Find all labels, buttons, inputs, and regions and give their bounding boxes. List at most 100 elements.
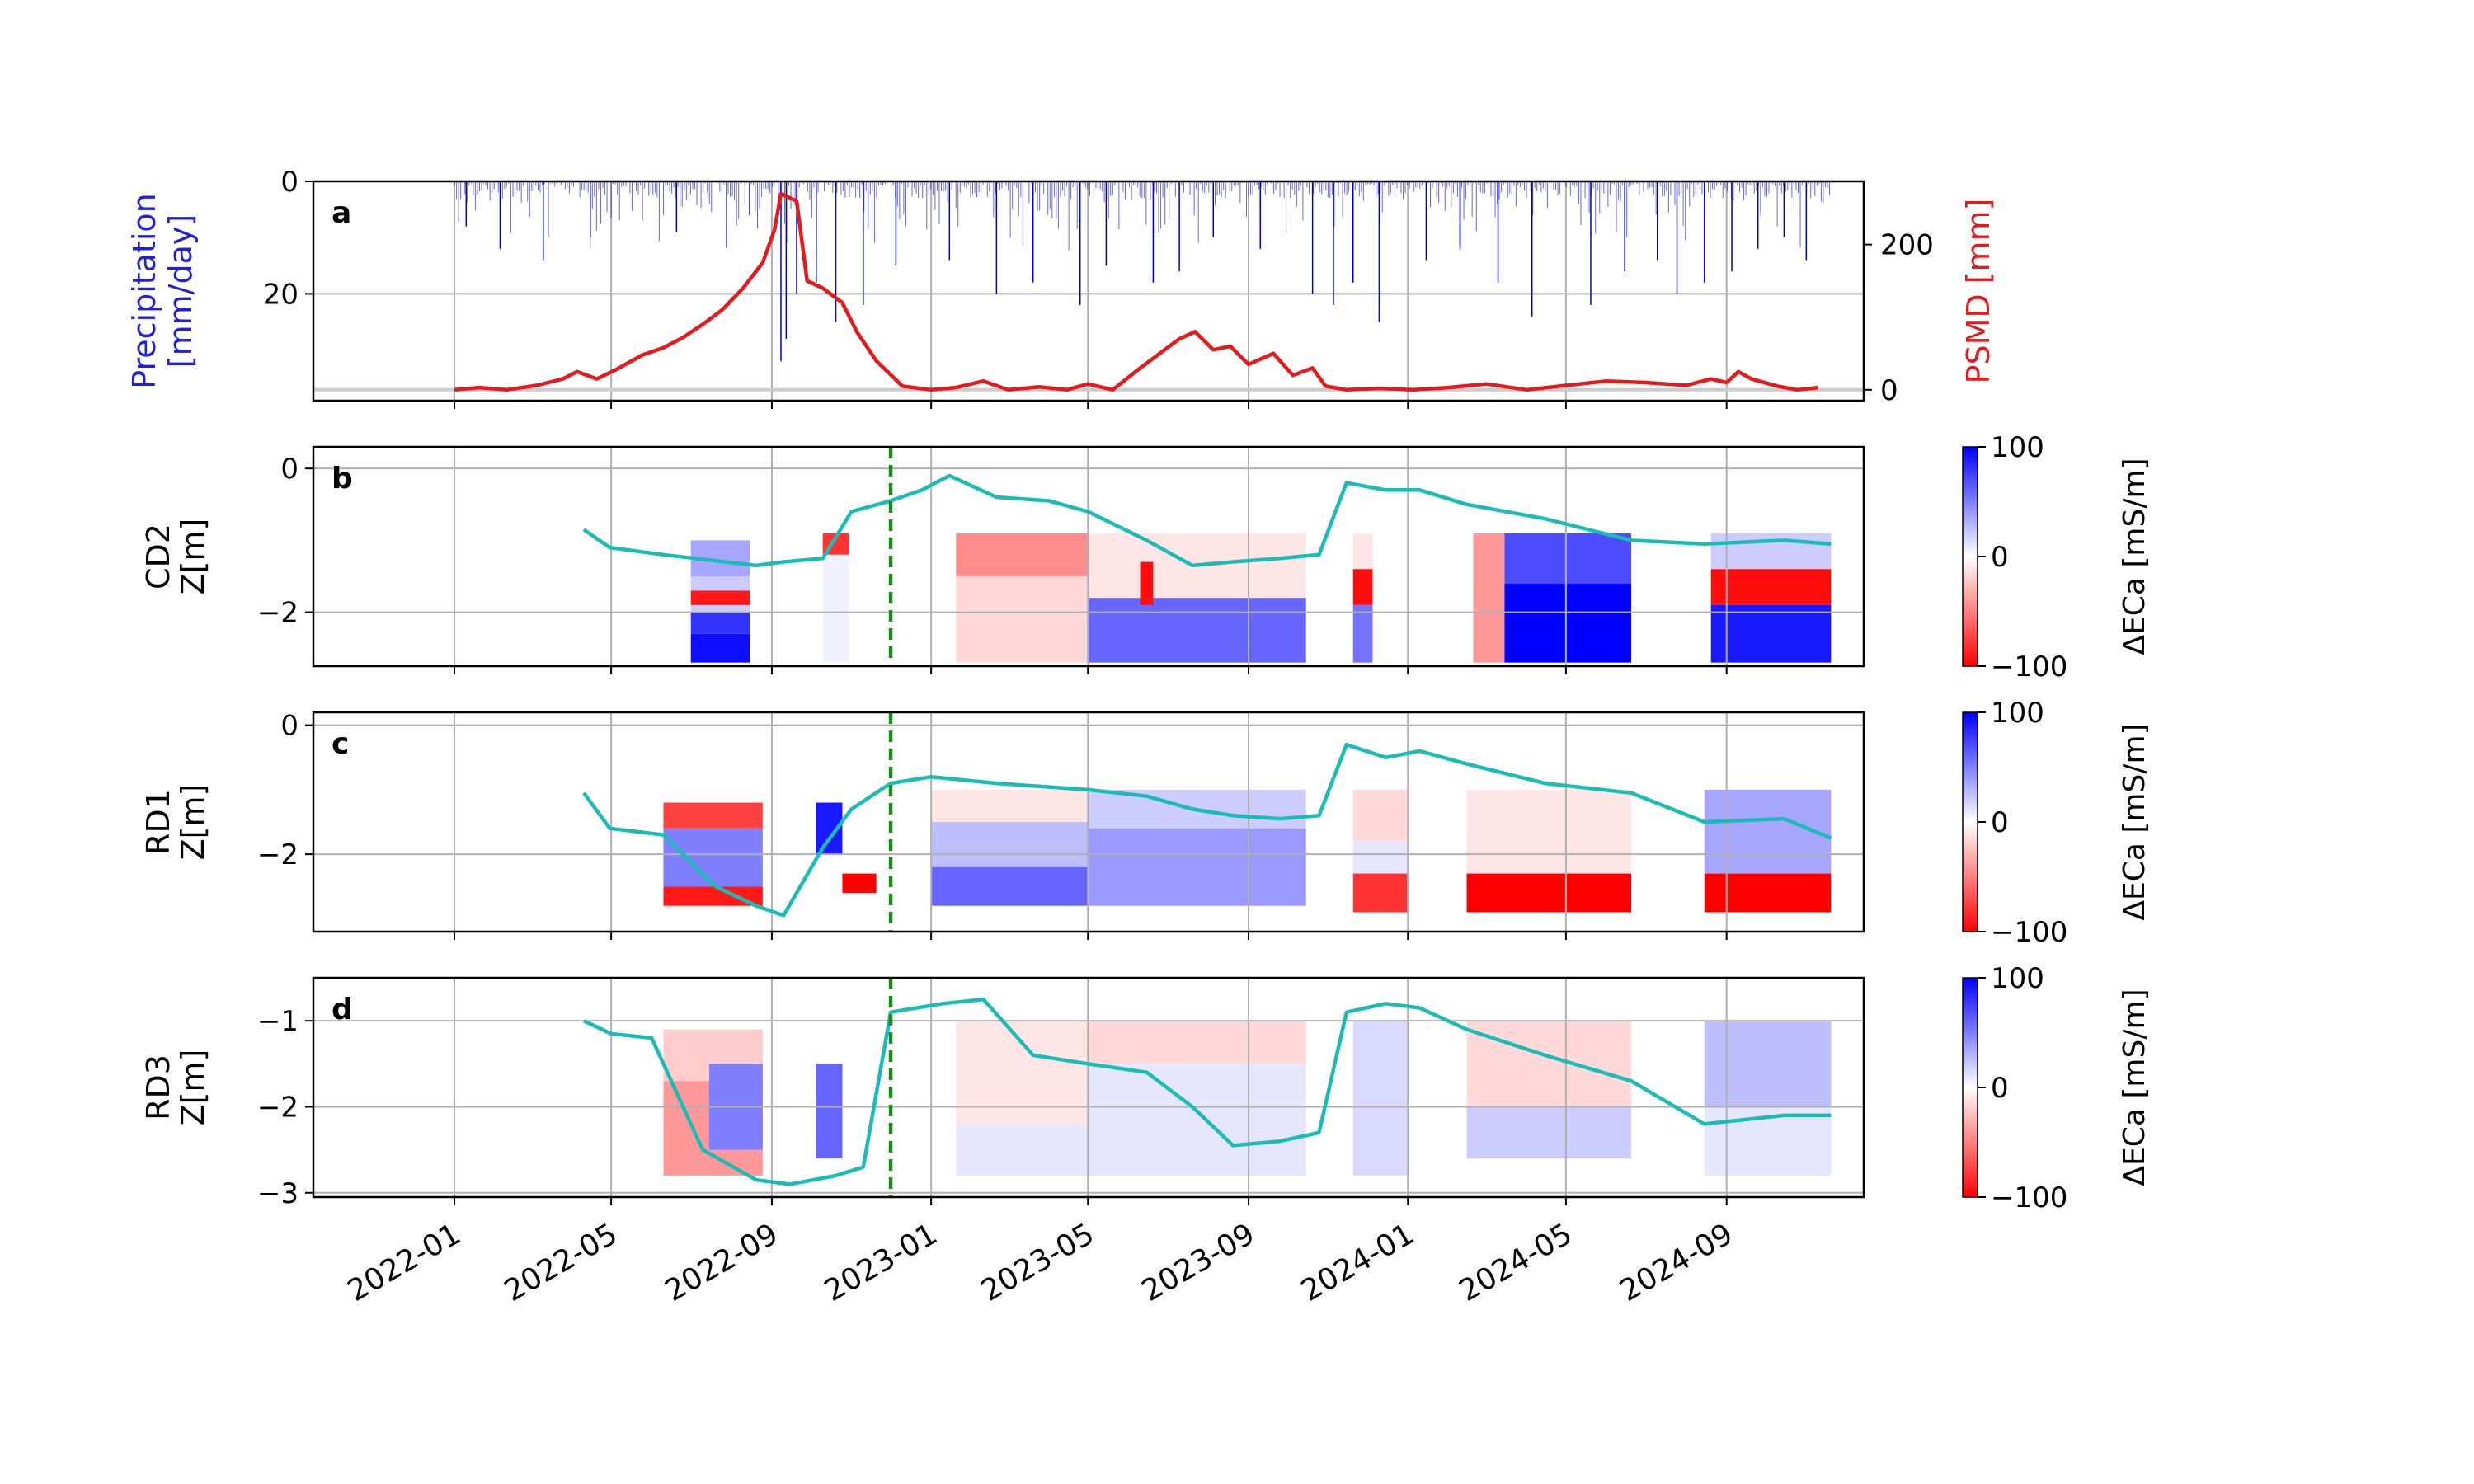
y-axis-label-line: [mm/day] xyxy=(162,214,199,368)
heatmap-cell xyxy=(1352,841,1409,874)
heatmap-cell xyxy=(1352,873,1409,913)
heatmap-cell xyxy=(956,533,1089,576)
heatmap-cell xyxy=(1140,561,1154,605)
water-table-line xyxy=(582,473,1832,568)
colorbar-label: ΔECa [mS/m] xyxy=(2118,723,2152,920)
y-tick-label: 0 xyxy=(280,166,299,199)
panel-d: −1 −2 −3 RD3Z[m] 100 0 −100 ΔECa [mS/m] d xyxy=(140,962,2152,1214)
y-axis-label-line: Z[m] xyxy=(175,1050,211,1126)
panel-c: 0 −2 RD1Z[m] 100 0 −100 ΔECa [mS/m] c xyxy=(140,697,2152,949)
y-tick-label: 20 xyxy=(263,278,299,311)
heatmap-cell xyxy=(1352,569,1373,605)
heatmap-cell xyxy=(1710,604,1832,663)
colorbar xyxy=(1962,977,1978,1198)
y-tick-label-right: 0 xyxy=(1880,374,1898,407)
heatmap-cell xyxy=(1352,1021,1409,1176)
y-axis-label: RD1Z[m] xyxy=(140,784,211,861)
heatmap-cell xyxy=(1704,789,1832,874)
heatmap-cell xyxy=(1473,533,1505,663)
heatmap-cell xyxy=(1088,828,1306,906)
x-tick-label: 2022-05 xyxy=(499,1217,623,1308)
y-axis-label-right: PSMD [mm] xyxy=(1960,199,1997,384)
x-tick-label: 2023-05 xyxy=(976,1217,1100,1308)
heatmap-cell xyxy=(1466,789,1632,874)
y-axis-label-left: Precipitation[mm/day] xyxy=(126,193,199,389)
y-tick-label: 0 xyxy=(280,453,299,486)
heatmap-cell xyxy=(1088,598,1306,663)
y-tick-label: −2 xyxy=(257,1091,299,1124)
y-axis-label-line: CD2 xyxy=(140,524,176,589)
panel-letter: a xyxy=(332,196,351,230)
heatmap-cell xyxy=(1466,1106,1632,1159)
colorbar-tick-label: −100 xyxy=(1991,1181,2067,1214)
panel-letter: d xyxy=(332,993,353,1026)
colorbar-tick-label: 0 xyxy=(1991,806,2009,839)
heatmap-cell xyxy=(690,633,750,663)
colorbar-tick-label: 0 xyxy=(1991,1072,2009,1105)
x-tick-label: 2024-09 xyxy=(1614,1217,1738,1308)
heatmap-cell xyxy=(1710,533,1832,570)
heatmap-cell xyxy=(1088,1064,1306,1176)
heatmap-cell xyxy=(822,554,849,663)
x-tick-label: 2022-01 xyxy=(342,1217,467,1308)
y-axis-label-line: RD3 xyxy=(140,1054,176,1120)
heatmap-cell xyxy=(663,886,763,906)
heatmap-cell xyxy=(931,866,1089,906)
x-tick-label: 2024-05 xyxy=(1454,1217,1578,1308)
heatmap-cell xyxy=(931,822,1089,867)
heatmap-cell xyxy=(816,1064,843,1159)
heatmap-cell xyxy=(1504,533,1632,584)
y-axis-label-line: Precipitation xyxy=(126,193,162,389)
x-tick-label: 2023-09 xyxy=(1136,1217,1261,1308)
panel-a: 0 20 200 0 Precipitation[mm/day] PSMD [mm] a xyxy=(126,166,1997,409)
colorbar-tick-label: 100 xyxy=(1991,431,2044,464)
colorbar-tick-label: 100 xyxy=(1991,962,2044,995)
y-axis-label-line: Z[m] xyxy=(175,784,211,861)
water-table-line xyxy=(582,997,1832,1186)
y-axis-label-line: RD1 xyxy=(140,789,176,855)
y-axis-label: CD2Z[m] xyxy=(140,519,211,595)
heatmap-cell xyxy=(1704,1021,1832,1107)
y-tick-label: −2 xyxy=(257,838,299,871)
heatmap-cell xyxy=(1352,789,1409,842)
x-tick-label: 2024-01 xyxy=(1296,1217,1420,1308)
heatmap-cell xyxy=(842,873,877,894)
heatmap-cell xyxy=(663,828,763,887)
y-tick-label: −3 xyxy=(257,1177,299,1210)
colorbar-tick-label: 0 xyxy=(1991,541,2009,574)
panel-b: 0 −2 CD2Z[m] 100 0 −100 ΔECa [mS/m] b xyxy=(140,431,2152,683)
colorbar xyxy=(1962,446,1978,667)
colorbar-tick-label: 100 xyxy=(1991,697,2044,730)
heatmap-cell xyxy=(663,802,763,829)
heatmap-cell xyxy=(1504,583,1632,663)
colorbar-label: ΔECa [mS/m] xyxy=(2118,458,2152,655)
heatmap-cell xyxy=(956,1021,1089,1125)
y-tick-label-right: 200 xyxy=(1880,229,1934,262)
panel-letter: c xyxy=(332,727,349,761)
heatmap-cell xyxy=(1466,873,1632,913)
colorbar-tick-label: −100 xyxy=(1991,916,2067,949)
heatmap-cell xyxy=(1710,569,1832,605)
heatmap-cell xyxy=(956,575,1089,663)
colorbar-tick-label: −100 xyxy=(1991,650,2067,683)
heatmap-cell xyxy=(1352,604,1373,663)
heatmap-cell xyxy=(690,612,750,634)
x-tick-label: 2022-09 xyxy=(660,1217,784,1308)
y-axis-label: RD3Z[m] xyxy=(140,1050,211,1126)
heatmap-cell xyxy=(1088,1021,1306,1064)
panel-letter: b xyxy=(332,462,353,495)
heatmap-cell xyxy=(931,789,1089,822)
heatmap-cell xyxy=(1466,1021,1632,1107)
y-tick-label: −2 xyxy=(257,597,299,630)
y-axis-label-line: Z[m] xyxy=(175,519,211,595)
y-tick-label: 0 xyxy=(280,710,299,743)
heatmap-cell xyxy=(1704,873,1832,913)
heatmap-cell xyxy=(1352,533,1373,570)
psmd-line xyxy=(454,191,1818,392)
water-table-line xyxy=(582,742,1832,918)
colorbar xyxy=(1962,711,1978,932)
x-tick-label: 2023-01 xyxy=(819,1217,943,1308)
colorbar-label: ΔECa [mS/m] xyxy=(2118,989,2152,1186)
heatmap-cell xyxy=(956,1124,1089,1176)
